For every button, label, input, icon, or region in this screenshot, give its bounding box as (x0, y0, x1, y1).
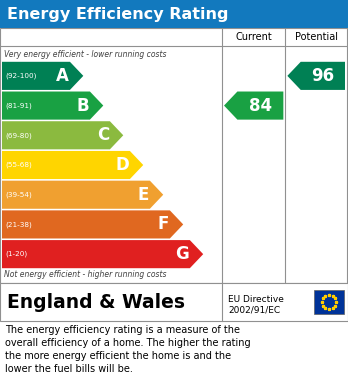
Polygon shape (2, 240, 203, 268)
Bar (0, 28, 348, 283)
Polygon shape (2, 121, 123, 149)
Text: England & Wales: England & Wales (7, 292, 185, 312)
Text: (81-91): (81-91) (5, 102, 32, 109)
Text: E: E (137, 186, 149, 204)
Polygon shape (287, 62, 345, 90)
Text: Very energy efficient - lower running costs: Very energy efficient - lower running co… (4, 50, 166, 59)
Text: (55-68): (55-68) (5, 162, 32, 168)
Text: B: B (76, 97, 89, 115)
Bar (0, 0, 348, 28)
Text: 2002/91/EC: 2002/91/EC (228, 305, 280, 314)
Polygon shape (2, 210, 183, 239)
Text: C: C (97, 126, 109, 144)
Text: F: F (158, 215, 169, 233)
Polygon shape (2, 151, 143, 179)
Text: D: D (115, 156, 129, 174)
Text: overall efficiency of a home. The higher the rating: overall efficiency of a home. The higher… (5, 338, 251, 348)
Text: (1-20): (1-20) (5, 251, 27, 257)
Polygon shape (2, 91, 103, 120)
Text: 96: 96 (311, 67, 334, 85)
Text: The energy efficiency rating is a measure of the: The energy efficiency rating is a measur… (5, 325, 240, 335)
Bar (314, 290, 344, 314)
Polygon shape (2, 181, 163, 209)
Text: (39-54): (39-54) (5, 192, 32, 198)
Bar (0, 283, 348, 321)
Text: the more energy efficient the home is and the: the more energy efficient the home is an… (5, 351, 231, 361)
Text: Potential: Potential (295, 32, 338, 42)
Text: (21-38): (21-38) (5, 221, 32, 228)
Text: G: G (175, 245, 189, 263)
Text: (69-80): (69-80) (5, 132, 32, 138)
Text: Not energy efficient - higher running costs: Not energy efficient - higher running co… (4, 270, 166, 279)
Polygon shape (2, 62, 83, 90)
Text: Energy Efficiency Rating: Energy Efficiency Rating (7, 7, 229, 22)
Text: 84: 84 (249, 97, 272, 115)
Text: lower the fuel bills will be.: lower the fuel bills will be. (5, 364, 133, 374)
Polygon shape (224, 91, 283, 120)
Text: A: A (56, 67, 69, 85)
Text: EU Directive: EU Directive (228, 296, 284, 305)
Text: Current: Current (235, 32, 272, 42)
Text: (92-100): (92-100) (5, 73, 37, 79)
